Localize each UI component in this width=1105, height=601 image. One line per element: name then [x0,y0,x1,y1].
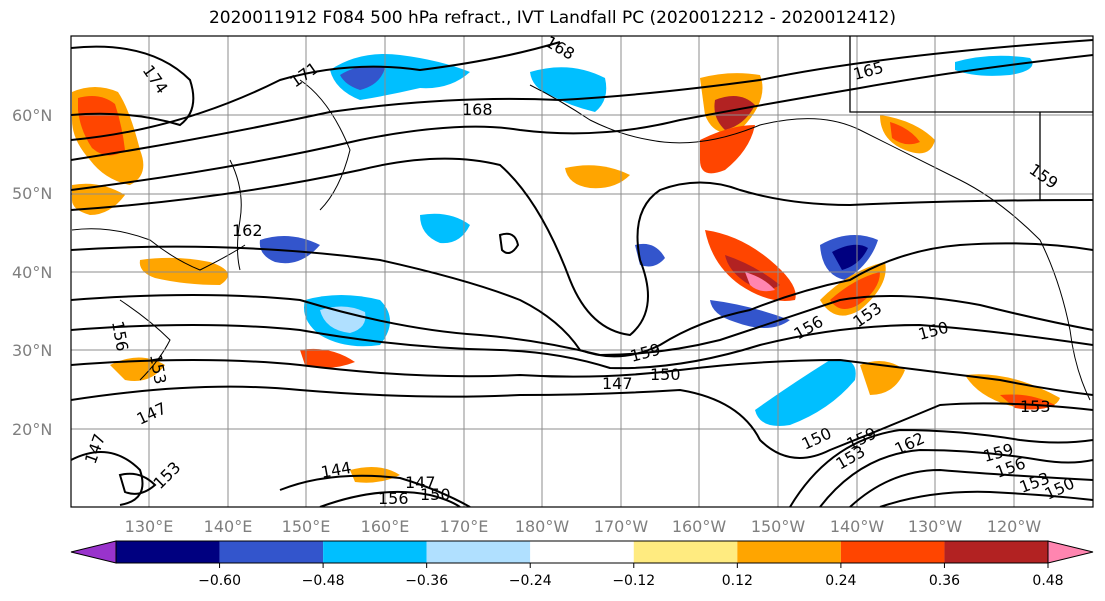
graticule [71,36,1093,507]
colorbar-ticks: −0.60 −0.48 −0.36 −0.24 −0.12 0.12 0.24 0.36 0.4… [198,563,1064,589]
lat-label: 20°N [12,420,52,439]
colorbar [70,540,1094,564]
lon-label: 140°W [830,517,885,536]
lon-label: 160°E [361,517,410,536]
colorbar-segment [633,541,738,563]
colorbar-tick-label: 0.48 [1032,573,1063,589]
lon-label: 150°W [751,517,806,536]
lat-label: 40°N [12,263,52,282]
colorbar-tick-label: −0.12 [612,573,655,589]
colorbar-segment [737,541,841,563]
lon-label: 180°W [515,517,570,536]
latitude-labels: 60°N 50°N 40°N 30°N 20°N [12,106,52,439]
contour-label: 147 [405,473,436,492]
colorbar-tick-label: 0.24 [825,573,856,589]
contour-label: 150 [650,365,681,384]
lon-label: 140°E [204,517,253,536]
contour-label: 150 [420,485,451,504]
colorbar-tick-label: 0.12 [722,573,753,589]
contour-labels: 174 171 168 165 168 162 159 156 153 159 … [81,32,1077,508]
colorbar-tick-label: −0.24 [509,573,552,589]
contour-label: 156 [378,489,409,508]
colorbar-segment [426,541,531,563]
lon-label: 150°E [282,517,331,536]
colorbar-tick-label: −0.60 [198,573,241,589]
refractivity-contours [71,39,1093,507]
map-border [70,35,1094,508]
coastlines [71,79,1091,401]
lon-label: 130°W [908,517,963,536]
colorbar-tick-label: 0.36 [929,573,960,589]
region-boundary [849,36,1093,201]
contour-label: 147 [602,374,633,393]
colorbar-segment [530,541,634,563]
colorbar-segment [840,541,945,563]
colorbar-segment [219,541,324,563]
colorbar-extend-low [70,540,117,564]
lat-label: 50°N [12,184,52,203]
colorbar-outline [115,540,1049,564]
contour-label: 162 [232,221,263,240]
colorbar-tick-label: −0.36 [405,573,448,589]
colorbar-segment [323,541,427,563]
colorbar-segment [944,541,1048,563]
colorbar-segment [116,541,220,563]
lon-label: 130°E [125,517,174,536]
colorbar-extend-high [1047,540,1094,564]
colorbar-tick-label: −0.48 [302,573,345,589]
lon-label: 170°E [440,517,489,536]
contour-label: 153 [1020,397,1051,416]
lat-label: 30°N [12,341,52,360]
anomaly-shading [72,54,1060,483]
lon-label: 170°W [594,517,649,536]
lat-label: 60°N [12,106,52,125]
contour-label: 168 [462,100,493,119]
lon-label: 160°W [672,517,727,536]
map-title: 2020011912 F084 500 hPa refract., IVT La… [208,8,896,28]
longitude-labels: 130°E 140°E 150°E 160°E 170°E 180°W 170°… [125,517,1042,536]
lon-label: 120°W [987,517,1042,536]
